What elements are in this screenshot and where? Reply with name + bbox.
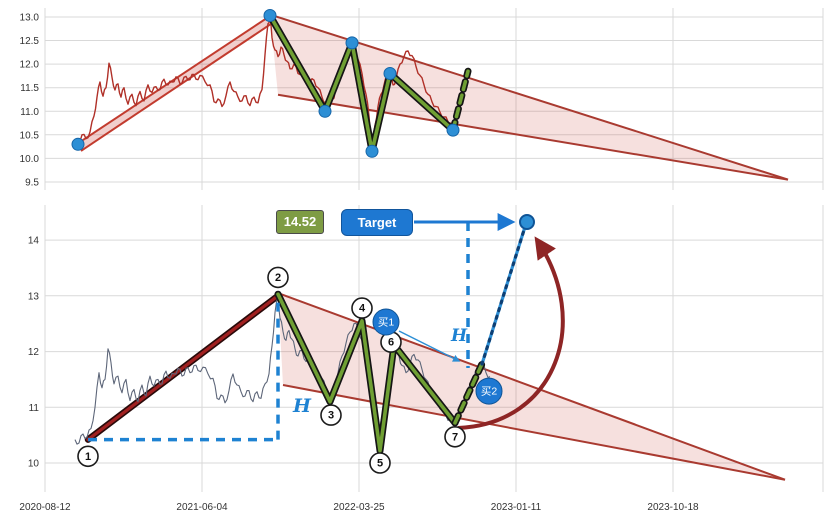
y-tick-label: 9.5 bbox=[25, 177, 39, 188]
wave-number-circle bbox=[369, 452, 391, 474]
impulse-line bbox=[86, 294, 280, 442]
breakout-dashed bbox=[451, 69, 470, 132]
y-tick-label: 13.0 bbox=[20, 12, 40, 23]
y-tick-label: 11.5 bbox=[20, 83, 39, 94]
h-label: H bbox=[292, 395, 312, 417]
y-tick-label: 12.0 bbox=[20, 60, 40, 71]
price-line-lower bbox=[74, 295, 491, 447]
pivot-dot bbox=[71, 137, 85, 151]
wave-number-circle bbox=[77, 445, 99, 468]
buy-marker-label: 买2 bbox=[481, 386, 497, 398]
y-tick-label: 11 bbox=[29, 403, 40, 414]
pivot-dot bbox=[318, 104, 332, 118]
wave-number-label: 5 bbox=[377, 458, 383, 470]
wave-number-label: 2 bbox=[275, 272, 281, 284]
channel-fill bbox=[78, 16, 273, 151]
pivot-dot bbox=[383, 67, 397, 80]
x-tick-label: 2021-06-04 bbox=[176, 502, 228, 513]
x-axis: 2020-08-12 2021-06-04 2022-03-25 2023-01-11… bbox=[19, 502, 699, 513]
wave-number-label: 6 bbox=[388, 337, 394, 349]
channel-line bbox=[77, 15, 271, 145]
wave-number-circle bbox=[320, 404, 342, 426]
pivot-dot bbox=[446, 123, 460, 137]
target-dot bbox=[519, 214, 535, 230]
wave-number-circle bbox=[267, 266, 289, 289]
y-tick-label: 13 bbox=[28, 291, 40, 302]
target-price-badge: 14.52 bbox=[276, 210, 324, 234]
wave-zigzag bbox=[276, 292, 457, 453]
wedge-lower-line bbox=[282, 384, 786, 481]
y-tick-label: 10.5 bbox=[20, 130, 40, 141]
y-tick-label: 14 bbox=[28, 236, 40, 247]
buy-marker-label: 买1 bbox=[378, 317, 394, 329]
target-projection-dots bbox=[480, 228, 526, 366]
grid bbox=[44, 8, 824, 492]
y-tick-label: 10 bbox=[28, 459, 40, 470]
wave-zigzag bbox=[268, 13, 455, 154]
wave-number-label: 7 bbox=[452, 431, 458, 443]
buy-marker bbox=[475, 377, 503, 405]
y-tick-label: 12.5 bbox=[20, 36, 40, 47]
x-tick-label: 2020-08-12 bbox=[19, 502, 71, 513]
wave-number-label: 1 bbox=[85, 451, 91, 463]
pivot-dot bbox=[263, 9, 277, 22]
pivot-dot bbox=[345, 36, 359, 50]
breakout-dashed bbox=[453, 361, 484, 425]
x-tick-label: 2022-03-25 bbox=[333, 502, 385, 513]
wave-number-label: 3 bbox=[328, 410, 334, 422]
channel-line bbox=[80, 21, 274, 152]
y-tick-label: 11.0 bbox=[20, 107, 39, 118]
wave-number-circle bbox=[444, 425, 466, 448]
wave-number-label: 4 bbox=[359, 303, 366, 315]
target-label-badge: Target bbox=[341, 209, 413, 236]
breakout-pointer-line bbox=[398, 330, 461, 362]
buy-marker bbox=[372, 308, 400, 336]
h-label: H bbox=[450, 326, 468, 346]
wave-number-circle bbox=[351, 297, 373, 319]
y-tick-label: 12 bbox=[28, 347, 40, 358]
x-tick-label: 2023-10-18 bbox=[647, 502, 699, 513]
y-tick-label: 10.0 bbox=[20, 154, 40, 165]
x-tick-label: 2023-01-11 bbox=[491, 502, 542, 513]
target-curved-arrow bbox=[457, 236, 565, 430]
pivot-dot bbox=[365, 144, 379, 158]
upper-overview-panel: 13.0 12.5 12.0 11.5 11.0 10.5 10.0 9.5 bbox=[20, 9, 823, 188]
